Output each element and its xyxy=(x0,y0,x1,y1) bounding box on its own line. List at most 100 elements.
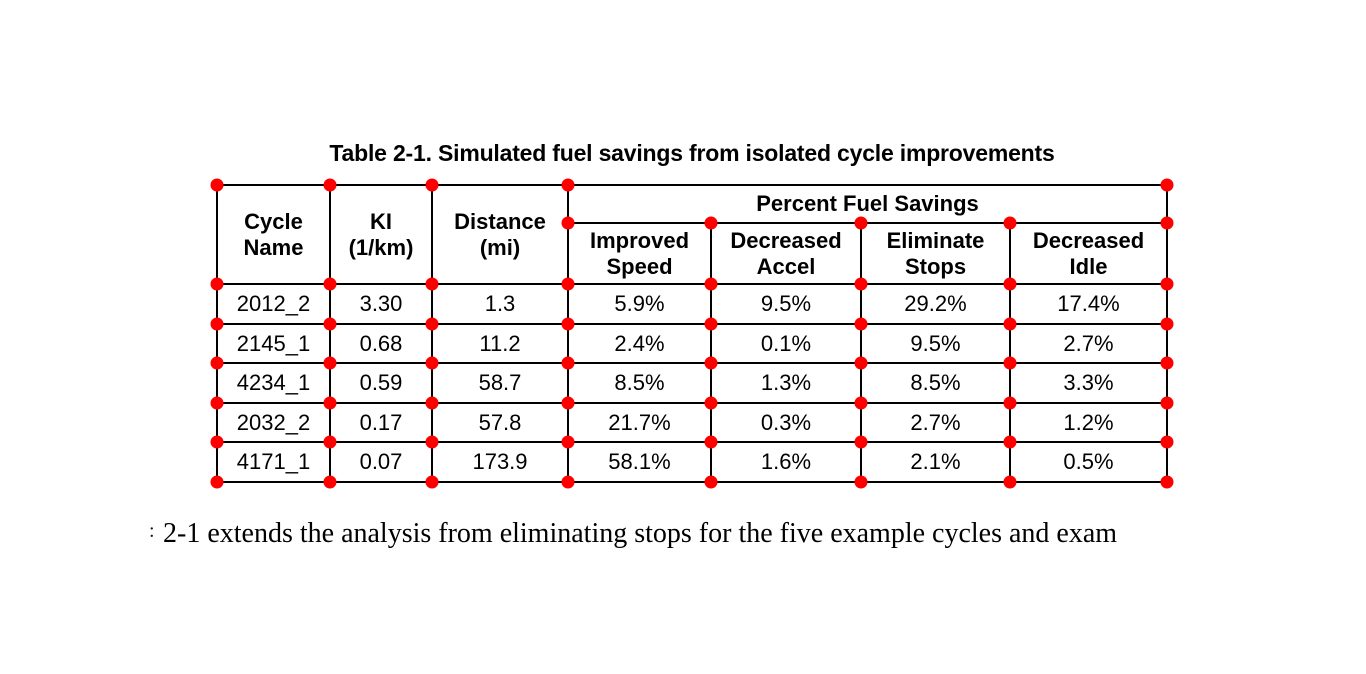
header-line: Stops xyxy=(904,253,967,279)
grid-intersection-dot xyxy=(425,356,439,370)
grid-intersection-dot xyxy=(854,356,868,370)
cell-distance: 11.2 xyxy=(479,330,521,356)
grid-intersection-dot xyxy=(210,277,224,291)
header-line: KI xyxy=(370,208,392,234)
grid-intersection-dot xyxy=(323,396,337,410)
cell-distance: 173.9 xyxy=(472,449,528,474)
grid-intersection-dot xyxy=(425,277,439,291)
header-line: Accel xyxy=(756,253,816,279)
header-decreased-accel: Decreased Accel xyxy=(711,223,861,284)
grid-intersection-dot xyxy=(1003,396,1017,410)
table-grid-line-horizontal xyxy=(216,481,1168,483)
cell-eliminate-stops: 2.7% xyxy=(910,409,961,435)
cell-ki: 3.30 xyxy=(359,291,403,316)
header-line: Decreased xyxy=(730,227,842,253)
cell-ki: 0.17 xyxy=(359,409,403,435)
grid-intersection-dot xyxy=(704,277,718,291)
header-line: (mi) xyxy=(479,234,521,260)
grid-intersection-dot xyxy=(561,356,575,370)
grid-intersection-dot xyxy=(210,356,224,370)
cell-cycle-name: 2012_2 xyxy=(236,291,311,316)
cell-cycle-name: 2032_2 xyxy=(236,409,311,435)
grid-intersection-dot xyxy=(854,435,868,449)
grid-intersection-dot xyxy=(323,435,337,449)
grid-intersection-dot xyxy=(561,396,575,410)
grid-intersection-dot xyxy=(561,178,575,192)
table-grid-line-horizontal xyxy=(216,323,1168,325)
header-ki: KI (1/km) xyxy=(330,185,432,284)
grid-intersection-dot xyxy=(704,475,718,489)
grid-intersection-dot xyxy=(1160,475,1174,489)
cell-eliminate-stops: 29.2% xyxy=(904,291,967,316)
table-grid-line-horizontal xyxy=(216,283,1168,285)
cell-decreased-accel: 1.6% xyxy=(760,449,812,474)
table-grid-line-vertical xyxy=(710,222,712,483)
table-grid-line-vertical xyxy=(860,222,862,483)
table-grid-line-vertical xyxy=(567,184,569,483)
table-grid-line-vertical xyxy=(431,184,433,483)
cell-distance: 1.3 xyxy=(484,291,516,316)
grid-intersection-dot xyxy=(704,216,718,230)
header-line: Decreased xyxy=(1032,227,1145,253)
header-line: Improved xyxy=(589,227,690,253)
header-improved-speed: Improved Speed xyxy=(568,223,711,284)
table-grid-line-vertical xyxy=(216,184,218,483)
table-grid-line-horizontal xyxy=(216,402,1168,404)
grid-intersection-dot xyxy=(323,356,337,370)
grid-intersection-dot xyxy=(323,475,337,489)
grid-intersection-dot xyxy=(210,396,224,410)
grid-intersection-dot xyxy=(854,475,868,489)
grid-intersection-dot xyxy=(1160,317,1174,331)
grid-intersection-dot xyxy=(425,435,439,449)
grid-intersection-dot xyxy=(561,216,575,230)
table-grid-line-vertical xyxy=(1166,184,1168,483)
cell-decreased-accel: 0.1% xyxy=(760,330,812,356)
cell-cycle-name: 4234_1 xyxy=(236,370,311,395)
cell-eliminate-stops: 2.1% xyxy=(910,449,961,474)
table-grid-line-vertical xyxy=(329,184,331,483)
cell-decreased-idle: 2.7% xyxy=(1063,330,1114,356)
grid-intersection-dot xyxy=(1160,356,1174,370)
cell-distance: 57.8 xyxy=(478,409,522,435)
grid-intersection-dot xyxy=(1003,356,1017,370)
header-eliminate-stops: Eliminate Stops xyxy=(861,223,1010,284)
cell-eliminate-stops: 8.5% xyxy=(910,370,961,395)
grid-intersection-dot xyxy=(210,317,224,331)
header-line: Cycle xyxy=(244,208,303,234)
grid-intersection-dot xyxy=(1003,475,1017,489)
grid-intersection-dot xyxy=(704,356,718,370)
grid-intersection-dot xyxy=(854,396,868,410)
grid-intersection-dot xyxy=(323,178,337,192)
header-decreased-idle: Decreased Idle xyxy=(1010,223,1167,284)
header-distance: Distance (mi) xyxy=(432,185,568,284)
grid-intersection-dot xyxy=(1003,435,1017,449)
grid-intersection-dot xyxy=(323,277,337,291)
table-grid-line-horizontal xyxy=(567,222,1168,224)
cell-improved-speed: 5.9% xyxy=(614,291,665,316)
header-line: Name xyxy=(243,234,304,260)
cell-decreased-idle: 3.3% xyxy=(1063,370,1114,395)
cell-improved-speed: 8.5% xyxy=(614,370,665,395)
table-grid-line-horizontal xyxy=(216,184,1168,186)
grid-intersection-dot xyxy=(1003,277,1017,291)
clipped-character-fragment: : xyxy=(149,520,155,542)
cell-improved-speed: 2.4% xyxy=(614,330,665,356)
header-line: Eliminate xyxy=(886,227,985,253)
table-grid-line-horizontal xyxy=(216,362,1168,364)
header-line: Idle xyxy=(1069,253,1108,279)
grid-intersection-dot xyxy=(1003,216,1017,230)
grid-intersection-dot xyxy=(1003,317,1017,331)
grid-intersection-dot xyxy=(210,435,224,449)
cell-distance: 58.7 xyxy=(478,370,522,395)
grid-intersection-dot xyxy=(561,475,575,489)
grid-intersection-dot xyxy=(1160,396,1174,410)
grid-intersection-dot xyxy=(561,277,575,291)
cell-ki: 0.68 xyxy=(359,330,403,356)
table-grid-line-vertical xyxy=(1009,222,1011,483)
grid-intersection-dot xyxy=(854,216,868,230)
cell-decreased-idle: 17.4% xyxy=(1057,291,1120,316)
grid-intersection-dot xyxy=(323,317,337,331)
header-cycle-name: Cycle Name xyxy=(217,185,330,284)
header-line: (1/km) xyxy=(348,234,414,260)
